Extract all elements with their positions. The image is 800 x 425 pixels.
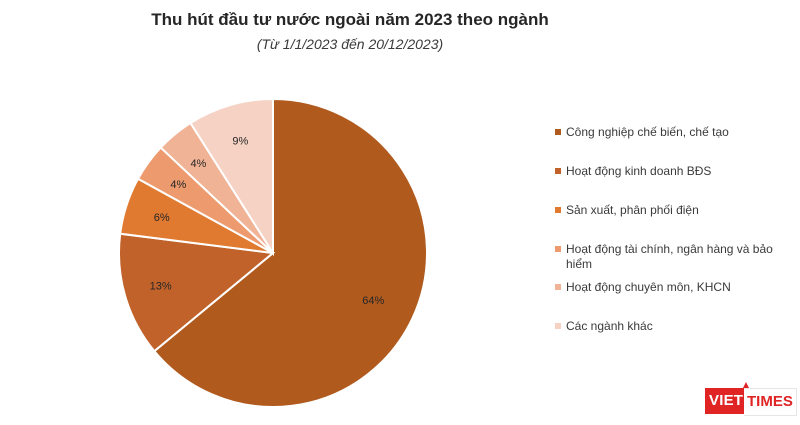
legend-label: Các ngành khác <box>566 319 653 333</box>
legend-swatch <box>555 168 561 174</box>
legend-label: Sản xuất, phân phối điện <box>566 203 699 217</box>
legend-label: Công nghiệp chế biến, chế tạo <box>566 125 729 139</box>
pie-label-science-tech: 4% <box>190 158 206 170</box>
legend-item-science-tech: Hoạt động chuyên môn, KHCN <box>555 280 790 319</box>
pie-chart: 64% 13% 6% 4% 4% 9% <box>117 97 428 408</box>
legend-swatch <box>555 246 561 252</box>
legend-item-electricity: Sản xuất, phân phối điện <box>555 203 790 242</box>
pie-label-electricity: 6% <box>154 212 170 224</box>
legend-item-manufacturing: Công nghiệp chế biến, chế tạo <box>555 125 790 164</box>
pie-slice-real-estate <box>117 232 276 353</box>
legend-item-finance: Hoạt động tài chính, ngân hàng và bảo hi… <box>555 242 790 280</box>
legend-swatch <box>555 129 561 135</box>
legend-swatch <box>555 323 561 329</box>
pie-slice-other <box>189 97 274 257</box>
pie-label-real-estate: 13% <box>150 281 172 293</box>
logo-times: TIMES <box>744 388 797 416</box>
logo-viet: VIET <box>705 388 747 414</box>
pie-slice-manufacturing <box>152 97 428 408</box>
legend-label: Hoạt động tài chính, ngân hàng và bảo hi… <box>566 242 773 271</box>
legend-item-real-estate: Hoạt động kinh doanh BĐS <box>555 164 790 203</box>
chart-title: Thu hút đầu tư nước ngoài năm 2023 theo … <box>151 10 549 29</box>
legend-label: Hoạt động chuyên môn, KHCN <box>566 280 731 294</box>
pie-label-other: 9% <box>232 136 248 148</box>
legend-item-other: Các ngành khác <box>555 319 790 358</box>
legend-swatch <box>555 284 561 290</box>
chart-subtitle: (Từ 1/1/2023 đến 20/12/2023) <box>256 36 444 52</box>
legend-label: Hoạt động kinh doanh BĐS <box>566 164 712 178</box>
legend: Công nghiệp chế biến, chế tạo Hoạt động … <box>555 125 790 358</box>
pie-label-manufacturing: 64% <box>362 295 384 307</box>
pie-label-finance: 4% <box>170 179 186 191</box>
legend-swatch <box>555 207 561 213</box>
